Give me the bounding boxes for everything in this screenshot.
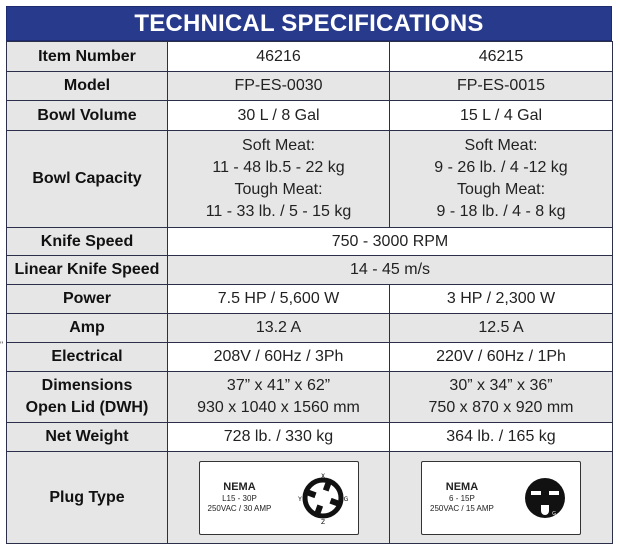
amp-b: 12.5 A [389,313,613,343]
pin-label-g: G [343,496,348,503]
label-net-weight: Net Weight [6,422,168,452]
tough-meat-label-a: Tough Meat: [234,181,323,198]
dimensions-a-metric: 930 x 1040 x 1560 mm [197,399,360,416]
plug-card-6-15p: NEMA 6 - 15P 250VAC / 15 AMP G [421,460,581,535]
label-bowl-capacity: Bowl Capacity [6,130,168,228]
label-knife-speed: Knife Speed [6,227,168,256]
label-model: Model [6,71,168,101]
dimensions-b-metric: 750 x 870 x 920 mm [428,399,574,416]
plug-card-l15-30p: NEMA L15 - 30P 250VAC / 30 AMP X Y Z G [198,460,359,535]
tough-meat-label-b: Tough Meat: [456,181,546,198]
soft-meat-a: 11 - 48 lb.5 - 22 kg [212,159,345,176]
item-number-46215: 46215 [389,41,613,72]
bowl-volume-a: 30 L / 8 Gal [167,100,390,131]
spec-table: Item Number 46216 46215 Model FP-ES-0030… [6,41,613,544]
plug-b-code: 6 - 15P [449,494,475,503]
power-a: 7.5 HP / 5,600 W [167,284,390,314]
bowl-capacity-a: Soft Meat: 11 - 48 lb.5 - 22 kg Tough Me… [167,130,390,228]
row-bowl-capacity: Bowl Capacity Soft Meat: 11 - 48 lb.5 - … [6,130,613,228]
straight-blade-plug-icon: G [525,477,565,518]
label-item-number: Item Number [6,41,168,72]
dimensions-b-imperial: 30” x 34” x 36” [449,377,553,394]
soft-meat-label-b: Soft Meat: [464,137,538,154]
model-a: FP-ES-0030 [167,71,390,101]
pin-label-x: X [320,473,324,480]
soft-meat-b: 9 - 26 lb. / 4 -12 kg [434,159,568,176]
dimensions-b: 30” x 34” x 36” 750 x 870 x 920 mm [389,371,613,423]
row-electrical: Electrical 208V / 60Hz / 3Ph 220V / 60Hz… [6,342,613,372]
pin-label-z: Z [320,519,324,525]
label-electrical: Electrical [6,342,168,372]
row-power: Power 7.5 HP / 5,600 W 3 HP / 2,300 W [6,284,613,314]
power-b: 3 HP / 2,300 W [389,284,613,314]
row-bowl-volume: Bowl Volume 30 L / 8 Gal 15 L / 4 Gal [6,100,613,131]
bowl-volume-b: 15 L / 4 Gal [389,100,613,131]
item-number-46216: 46216 [167,41,390,72]
row-dimensions: Dimensions Open Lid (DWH) 37” x 41” x 62… [6,371,613,423]
pin-label-ground: G [552,511,556,517]
label-dimensions: Dimensions Open Lid (DWH) [6,371,168,423]
plug-type-b: NEMA 6 - 15P 250VAC / 15 AMP G [389,451,613,544]
tough-meat-a: 11 - 33 lb. / 5 - 15 kg [205,203,352,220]
pin-label-y: Y [297,496,302,503]
twist-lock-plug-icon: X Y Z G [297,473,349,525]
row-knife-speed: Knife Speed 750 - 3000 RPM [6,227,613,256]
margin-mark: " [0,340,4,350]
plug-b-rating: 250VAC / 15 AMP [430,504,494,513]
electrical-a: 208V / 60Hz / 3Ph [167,342,390,372]
label-amp: Amp [6,313,168,343]
plug-type-a: NEMA L15 - 30P 250VAC / 30 AMP X Y Z G [167,451,390,544]
row-net-weight: Net Weight 728 lb. / 330 kg 364 lb. / 16… [6,422,613,452]
label-power: Power [6,284,168,314]
row-model: Model FP-ES-0030 FP-ES-0015 [6,71,613,101]
row-linear-knife-speed: Linear Knife Speed 14 - 45 m/s [6,255,613,285]
plug-a-code: L15 - 30P [222,494,257,503]
row-item-number: Item Number 46216 46215 [6,41,613,72]
row-plug-type: Plug Type NEMA L15 - 30P 250VAC / 30 AMP [6,451,613,544]
label-dimensions-line2: Open Lid (DWH) [25,399,149,416]
plug-b-name: NEMA [445,481,479,493]
dimensions-a: 37” x 41” x 62” 930 x 1040 x 1560 mm [167,371,390,423]
electrical-b: 220V / 60Hz / 1Ph [389,342,613,372]
label-plug-type: Plug Type [6,451,168,544]
label-dimensions-line1: Dimensions [41,377,133,394]
plug-a-name: NEMA [223,481,256,493]
net-weight-b: 364 lb. / 165 kg [389,422,613,452]
row-amp: Amp 13.2 A 12.5 A [6,313,613,343]
tough-meat-b: 9 - 18 lb. / 4 - 8 kg [436,203,566,220]
label-linear-knife-speed: Linear Knife Speed [6,255,168,285]
bowl-capacity-b: Soft Meat: 9 - 26 lb. / 4 -12 kg Tough M… [389,130,613,228]
plug-a-rating: 250VAC / 30 AMP [207,504,272,513]
page-title: TECHNICAL SPECIFICATIONS [6,6,612,41]
soft-meat-label-a: Soft Meat: [242,137,315,154]
model-b: FP-ES-0015 [389,71,613,101]
amp-a: 13.2 A [167,313,390,343]
dimensions-a-imperial: 37” x 41” x 62” [226,377,331,394]
linear-knife-speed-value: 14 - 45 m/s [167,255,613,285]
net-weight-a: 728 lb. / 330 kg [167,422,390,452]
label-bowl-volume: Bowl Volume [6,100,168,131]
knife-speed-value: 750 - 3000 RPM [167,227,613,256]
spec-sheet: TECHNICAL SPECIFICATIONS Item Number 462… [6,6,613,544]
